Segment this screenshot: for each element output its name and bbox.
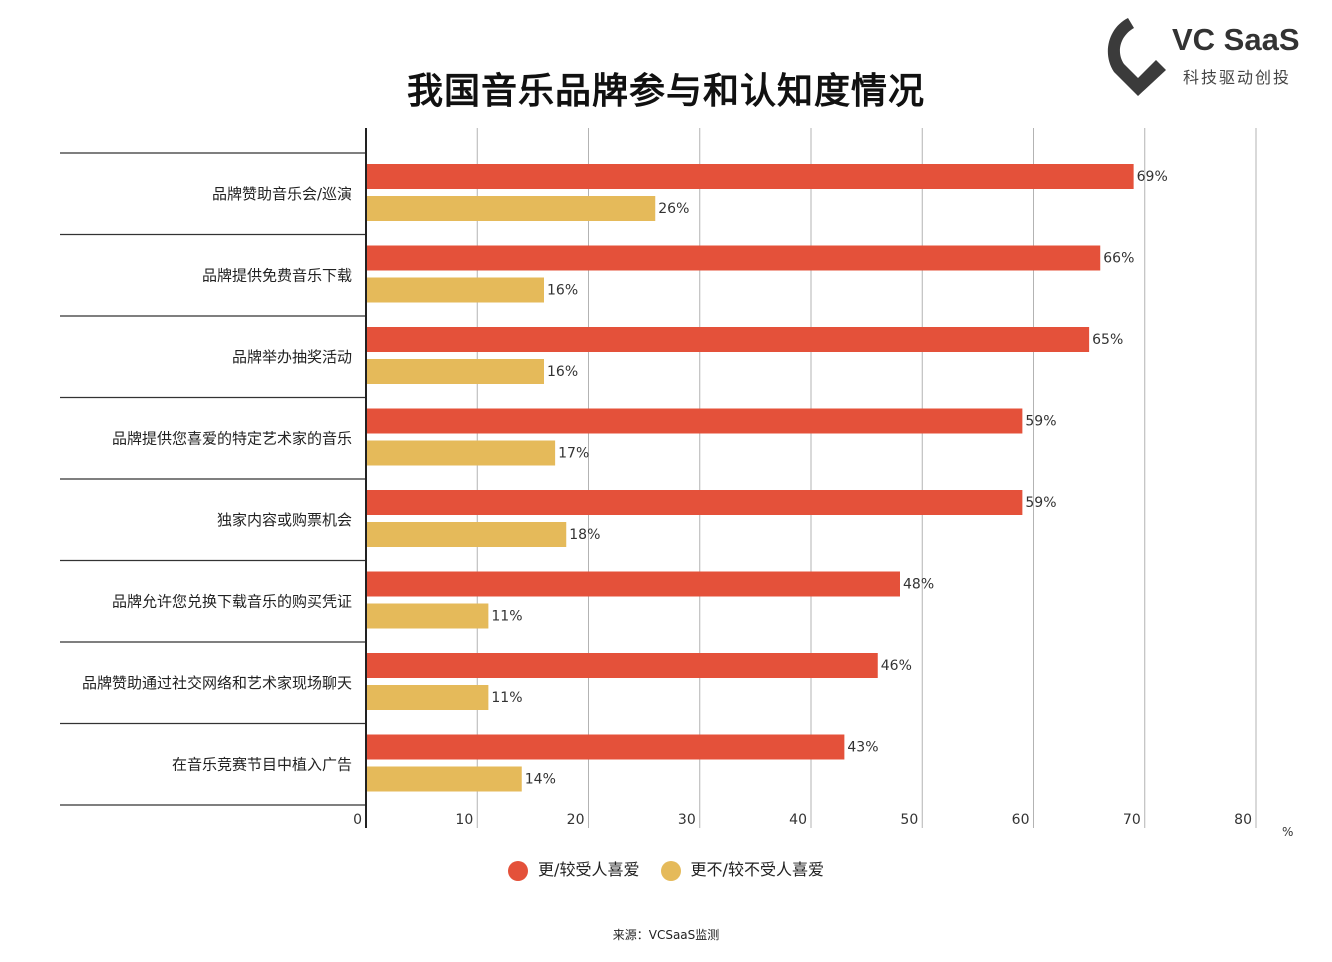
bar-unfavorable [366,277,544,303]
bar-favorable [366,653,878,678]
legend-swatch-favorable [508,860,529,881]
bar-unfavorable [366,359,544,384]
bar-unfavorable [366,440,556,466]
category-label: 品牌赞助通过社交网络和艺术家现场聊天 [82,674,352,692]
legend: 更/较受人喜爱 更不/较不受人喜爱 [0,856,1332,881]
legend-item-unfavorable: 更不/较不受人喜爱 [660,856,824,881]
bar-unfavorable [366,603,489,629]
category-label: 品牌举办抽奖活动 [232,348,352,366]
data-label: 48% [903,577,934,593]
x-tick-label: 50 [900,812,918,828]
data-label: 26% [658,201,689,217]
bar-favorable [366,164,1134,189]
bar-unfavorable [366,196,656,221]
category-label: 在音乐竞赛节目中植入广告 [172,755,352,773]
x-tick-label: 40 [789,812,807,828]
legend-item-favorable: 更/较受人喜爱 [508,856,639,881]
legend-label-unfavorable: 更不/较不受人喜爱 [690,860,824,879]
data-label: 69% [1137,169,1168,185]
source-note: 来源：VCSaaS监测 [612,928,720,942]
bars [366,164,1134,792]
vc-saas-logo-icon [1107,18,1166,96]
category-label: 品牌允许您兑换下载音乐的购买凭证 [112,592,352,610]
data-label: 14% [525,772,556,788]
x-tick-label: 20 [567,812,585,828]
legend-swatch-unfavorable [660,860,681,881]
data-label: 66% [1103,251,1134,267]
data-label: 59% [1025,414,1056,430]
data-label: 59% [1025,495,1056,511]
chart-title: 我国音乐品牌参与和认知度情况 [406,71,925,112]
category-label: 品牌提供您喜爱的特定艺术家的音乐 [112,429,352,447]
logo-text: VC SaaS [1172,22,1300,57]
logo-mark-shape [1107,18,1166,96]
bar-unfavorable [366,766,522,792]
x-tick-label: 70 [1123,812,1141,828]
data-label: 18% [569,527,600,543]
bar-favorable [366,245,1101,271]
bar-favorable [366,571,900,597]
legend-label-favorable: 更/较受人喜爱 [538,860,640,879]
data-label: 43% [847,740,878,756]
x-tick-label: 60 [1012,812,1030,828]
category-separators [60,152,366,806]
x-tick-label: 30 [678,812,696,828]
logo-subtitle: 科技驱动创投 [1183,68,1292,87]
data-label: 65% [1092,332,1123,348]
data-label: 16% [547,283,578,299]
x-axis-unit: % [1282,825,1294,839]
data-label: 11% [491,609,522,625]
category-label: 品牌赞助音乐会/巡演 [212,185,352,203]
bar-unfavorable [366,685,489,710]
data-label: 11% [491,690,522,706]
grid-lines [476,128,1257,828]
x-tick-label: 0 [353,812,362,828]
bar-favorable [366,490,1023,515]
data-label: 16% [547,364,578,380]
bar-unfavorable [366,522,567,547]
bar-favorable [366,327,1090,352]
bar-favorable [366,734,845,760]
category-label: 品牌提供免费音乐下载 [202,266,352,284]
data-label: 46% [881,658,912,674]
x-tick-label: 10 [455,812,473,828]
bar-favorable [366,408,1023,434]
x-tick-label: 80 [1234,812,1252,828]
labels: 0 10 20 30 40 50 60 70 80 品牌赞助音乐会/巡演 69% 26% 品牌提供免费音… [82,169,1252,828]
data-label: 17% [558,446,589,462]
category-label: 独家内容或购票机会 [217,511,352,529]
